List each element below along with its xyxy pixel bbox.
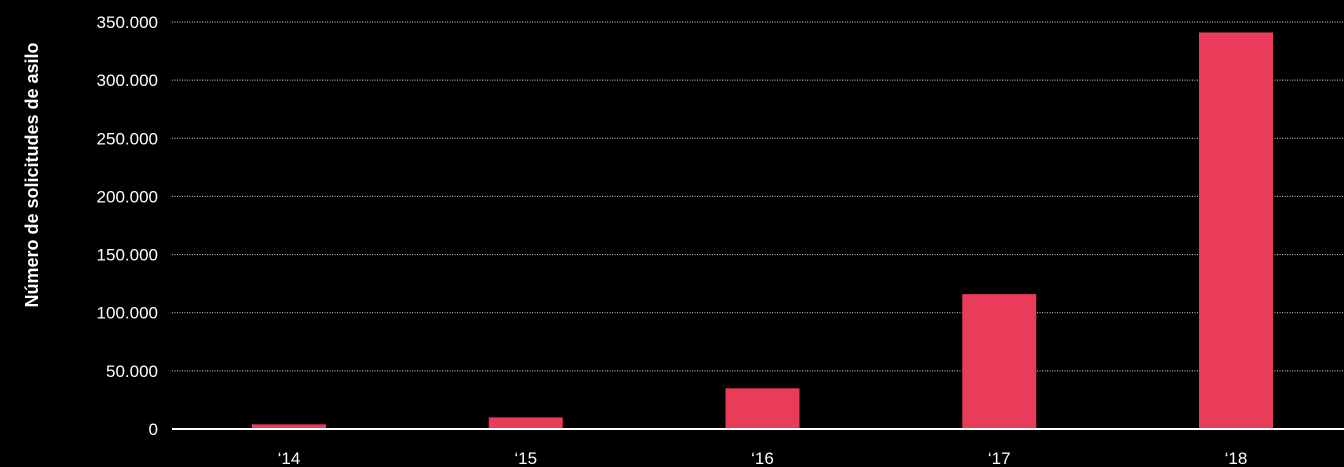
x-tick-label: ‘15 bbox=[514, 449, 537, 467]
y-tick-label: 150.000 bbox=[97, 246, 158, 265]
x-tick-label: ‘18 bbox=[1225, 449, 1248, 467]
y-tick-label: 300.000 bbox=[97, 71, 158, 90]
y-tick-label: 350.000 bbox=[97, 13, 158, 32]
y-tick-label: 200.000 bbox=[97, 187, 158, 206]
bars bbox=[252, 32, 1273, 430]
bar bbox=[1199, 32, 1273, 430]
bar bbox=[488, 417, 563, 429]
y-tick-label: 250.000 bbox=[97, 129, 158, 148]
bar bbox=[962, 294, 1037, 429]
y-tick-label: 100.000 bbox=[97, 304, 158, 323]
y-axis-label: Número de solicitudes de asilo bbox=[22, 42, 42, 307]
y-tick-label: 0 bbox=[149, 420, 158, 439]
bar bbox=[252, 424, 326, 429]
y-axis-ticks: 0 50.000 100.000 150.000 200.000 250.000 300.0… bbox=[97, 13, 158, 439]
x-tick-label: ‘17 bbox=[988, 449, 1011, 467]
gridlines bbox=[172, 21, 1344, 372]
x-tick-label: ‘14 bbox=[278, 449, 301, 467]
bar bbox=[725, 388, 800, 429]
y-tick-label: 50.000 bbox=[106, 362, 158, 381]
x-tick-label: ‘16 bbox=[751, 449, 774, 467]
x-axis-ticks: ‘14 ‘15 ‘16 ‘17 ‘18 bbox=[278, 449, 1248, 467]
